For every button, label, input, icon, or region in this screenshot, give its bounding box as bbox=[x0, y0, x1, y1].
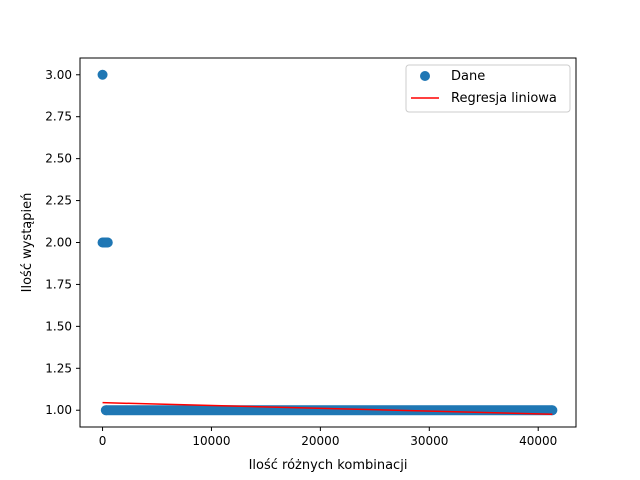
x-tick-label: 10000 bbox=[192, 434, 230, 448]
y-tick-label: 3.00 bbox=[45, 68, 72, 82]
y-tick-label: 2.00 bbox=[45, 236, 72, 250]
axes: 0 10000 20000 30000 40000 1.00 1.25 1.50 1.75 2.0… bbox=[45, 68, 557, 448]
legend-marker-dane bbox=[420, 71, 430, 81]
legend: Dane Regresja liniowa bbox=[405, 64, 571, 113]
y-tick-label: 1.75 bbox=[45, 277, 72, 291]
data-point bbox=[547, 405, 558, 416]
legend-label-regresja-liniowa: Regresja liniowa bbox=[451, 91, 557, 106]
y-tick-label: 1.00 bbox=[45, 403, 72, 417]
x-tick-label: 30000 bbox=[410, 434, 448, 448]
y-axis-label: Ilość wystąpień bbox=[20, 193, 35, 293]
y-tick-label: 2.50 bbox=[45, 152, 72, 166]
dense-data-points bbox=[105, 405, 553, 416]
plot-area bbox=[97, 69, 558, 416]
y-tick-label: 2.25 bbox=[45, 194, 72, 208]
y-tick-label: 1.25 bbox=[45, 361, 72, 375]
y-tick-label: 1.50 bbox=[45, 319, 72, 333]
x-axis-label: Ilość różnych kombinacji bbox=[249, 458, 408, 473]
x-tick-label: 0 bbox=[99, 434, 107, 448]
x-tick-label: 40000 bbox=[519, 434, 557, 448]
data-point bbox=[102, 237, 113, 248]
data-point bbox=[97, 69, 108, 80]
legend-frame bbox=[405, 64, 571, 113]
y-tick-label: 2.75 bbox=[45, 110, 72, 124]
regression-line bbox=[102, 401, 553, 416]
legend-label-dane: Dane bbox=[451, 69, 485, 84]
x-tick-label: 20000 bbox=[301, 434, 339, 448]
